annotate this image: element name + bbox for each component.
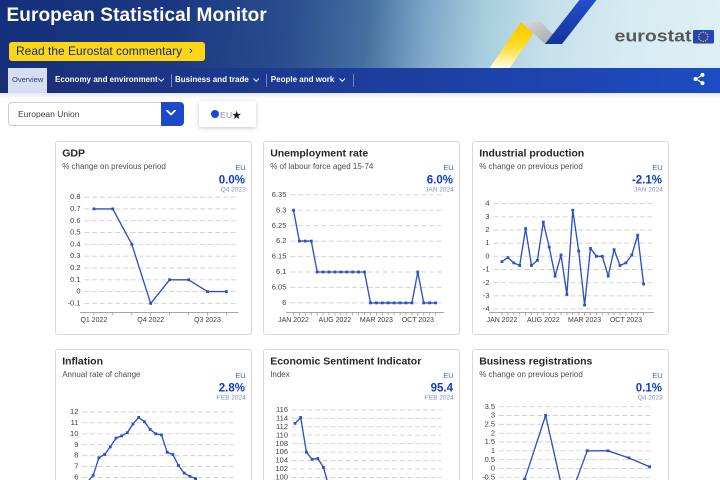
svg-text:EU: EU <box>235 371 245 380</box>
svg-text:% change on previous period: % change on previous period <box>479 370 583 379</box>
svg-text:OCT 2023: OCT 2023 <box>609 317 641 324</box>
svg-text:0.7: 0.7 <box>70 204 80 213</box>
svg-text:10: 10 <box>70 429 78 438</box>
svg-text:Q3 2023: Q3 2023 <box>194 317 221 324</box>
svg-text:0.8: 0.8 <box>70 192 80 201</box>
svg-text:Economic Sentiment Indicator: Economic Sentiment Indicator <box>270 356 421 368</box>
svg-text:eurostat: eurostat <box>615 27 692 46</box>
svg-text:-0.1: -0.1 <box>67 299 80 308</box>
svg-text:6.0%: 6.0% <box>427 175 453 187</box>
svg-text:Q4 2022: Q4 2022 <box>137 317 164 324</box>
svg-text:OCT 2023: OCT 2023 <box>402 317 434 324</box>
svg-text:7: 7 <box>74 462 78 471</box>
svg-text:6.3: 6.3 <box>276 205 286 214</box>
svg-text:% of labour force aged 15-74: % of labour force aged 15-74 <box>270 162 374 171</box>
svg-text:6: 6 <box>74 473 78 480</box>
svg-text:1: 1 <box>490 446 494 455</box>
svg-text:Q4 2023: Q4 2023 <box>220 187 245 194</box>
svg-text:-1: -1 <box>482 265 489 274</box>
svg-text:110: 110 <box>276 430 288 439</box>
svg-text:112: 112 <box>276 422 288 431</box>
svg-text:JAN 2022: JAN 2022 <box>486 317 517 324</box>
svg-text:Inflation: Inflation <box>62 356 103 368</box>
svg-text:8: 8 <box>74 451 78 460</box>
svg-text:-2.1%: -2.1% <box>631 175 661 187</box>
svg-text:0: 0 <box>76 287 80 296</box>
svg-text:6.1: 6.1 <box>276 267 286 276</box>
svg-text:Q1 2022: Q1 2022 <box>80 317 107 324</box>
svg-text:Q4 2023: Q4 2023 <box>637 395 662 402</box>
svg-text:FEB 2024: FEB 2024 <box>425 395 454 402</box>
svg-text:0.6: 0.6 <box>70 216 80 225</box>
svg-text:MAR 2023: MAR 2023 <box>360 317 393 324</box>
svg-text:116: 116 <box>276 405 288 414</box>
svg-text:JAN 2022: JAN 2022 <box>278 317 309 324</box>
svg-text:2: 2 <box>490 428 494 437</box>
svg-text:-0.5: -0.5 <box>482 472 495 480</box>
svg-text:2: 2 <box>485 225 489 234</box>
svg-text:0.1: 0.1 <box>70 275 80 284</box>
svg-text:0: 0 <box>490 464 494 473</box>
svg-text:-3: -3 <box>482 291 489 300</box>
svg-text:EU: EU <box>443 371 453 380</box>
svg-text:JAN 2024: JAN 2024 <box>634 187 663 194</box>
svg-text:JAN 2024: JAN 2024 <box>425 187 454 194</box>
svg-text:6.15: 6.15 <box>272 252 287 261</box>
svg-text:6.35: 6.35 <box>272 190 287 199</box>
svg-text:Annual rate of change: Annual rate of change <box>62 370 141 379</box>
svg-text:9: 9 <box>74 440 78 449</box>
svg-text:% change on previous period: % change on previous period <box>479 162 583 171</box>
svg-text:0: 0 <box>485 251 489 260</box>
svg-text:-4: -4 <box>482 304 489 313</box>
svg-text:FEB 2024: FEB 2024 <box>216 395 245 402</box>
svg-text:AUG 2022: AUG 2022 <box>526 317 559 324</box>
svg-text:108: 108 <box>275 439 288 448</box>
svg-text:114: 114 <box>276 413 288 422</box>
svg-text:EU: EU <box>652 371 662 380</box>
svg-text:0.5: 0.5 <box>70 228 80 237</box>
svg-text:3: 3 <box>485 212 489 221</box>
svg-text:Business registrations: Business registrations <box>479 356 592 368</box>
svg-text:6.2: 6.2 <box>276 236 286 245</box>
svg-text:0.2: 0.2 <box>70 263 80 272</box>
svg-text:EU: EU <box>235 163 245 172</box>
svg-text:1.5: 1.5 <box>484 437 494 446</box>
svg-text:Unemployment rate: Unemployment rate <box>270 148 368 160</box>
svg-text:3.5: 3.5 <box>484 402 494 411</box>
svg-text:Index: Index <box>270 370 290 379</box>
svg-text:104: 104 <box>275 456 288 465</box>
svg-text:0.4: 0.4 <box>70 239 80 248</box>
svg-text:0.3: 0.3 <box>70 251 80 260</box>
svg-text:0.5: 0.5 <box>484 455 494 464</box>
svg-text:4: 4 <box>485 199 489 208</box>
svg-text:2.5: 2.5 <box>484 420 494 429</box>
svg-text:6.05: 6.05 <box>272 283 287 292</box>
svg-text:AUG 2022: AUG 2022 <box>319 317 352 324</box>
svg-text:EU: EU <box>443 163 453 172</box>
svg-text:95.4: 95.4 <box>431 383 454 395</box>
svg-text:EU: EU <box>652 163 662 172</box>
svg-text:-2: -2 <box>482 278 489 287</box>
svg-text:1: 1 <box>485 238 489 247</box>
svg-text:102: 102 <box>275 464 288 473</box>
svg-text:Industrial production: Industrial production <box>479 148 584 160</box>
svg-text:0.1%: 0.1% <box>635 383 661 395</box>
svg-text:11: 11 <box>70 418 78 427</box>
svg-text:% change on previous period: % change on previous period <box>62 162 166 171</box>
svg-text:0.0%: 0.0% <box>218 175 244 187</box>
svg-text:100: 100 <box>275 473 288 480</box>
svg-text:2.8%: 2.8% <box>218 383 244 395</box>
svg-text:6.25: 6.25 <box>272 221 287 230</box>
svg-text:3: 3 <box>490 411 494 420</box>
svg-text:MAR 2023: MAR 2023 <box>568 317 601 324</box>
svg-text:GDP: GDP <box>62 148 85 160</box>
svg-text:106: 106 <box>275 447 288 456</box>
svg-text:12: 12 <box>70 407 78 416</box>
svg-text:6: 6 <box>282 298 286 307</box>
